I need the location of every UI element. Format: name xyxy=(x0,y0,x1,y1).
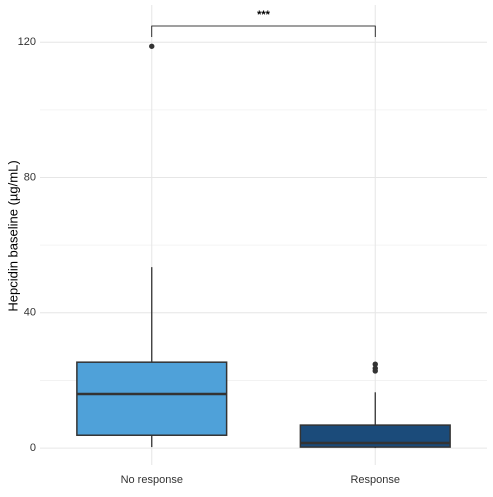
x-tick-label: Response xyxy=(350,474,400,486)
significance-bracket xyxy=(151,25,376,37)
significance-label: *** xyxy=(257,9,271,21)
box xyxy=(299,424,451,448)
x-tick-label: No response xyxy=(121,474,183,486)
outlier xyxy=(372,368,378,374)
y-tick-label: 40 xyxy=(24,307,36,319)
outlier xyxy=(149,43,155,49)
y-tick-label: 120 xyxy=(18,36,36,48)
y-axis-label: Hepcidin baseline (µg/mL) xyxy=(5,160,20,311)
y-tick-label: 80 xyxy=(24,171,36,183)
outlier xyxy=(372,361,378,367)
y-tick-label: 0 xyxy=(30,442,36,454)
box xyxy=(76,361,228,436)
